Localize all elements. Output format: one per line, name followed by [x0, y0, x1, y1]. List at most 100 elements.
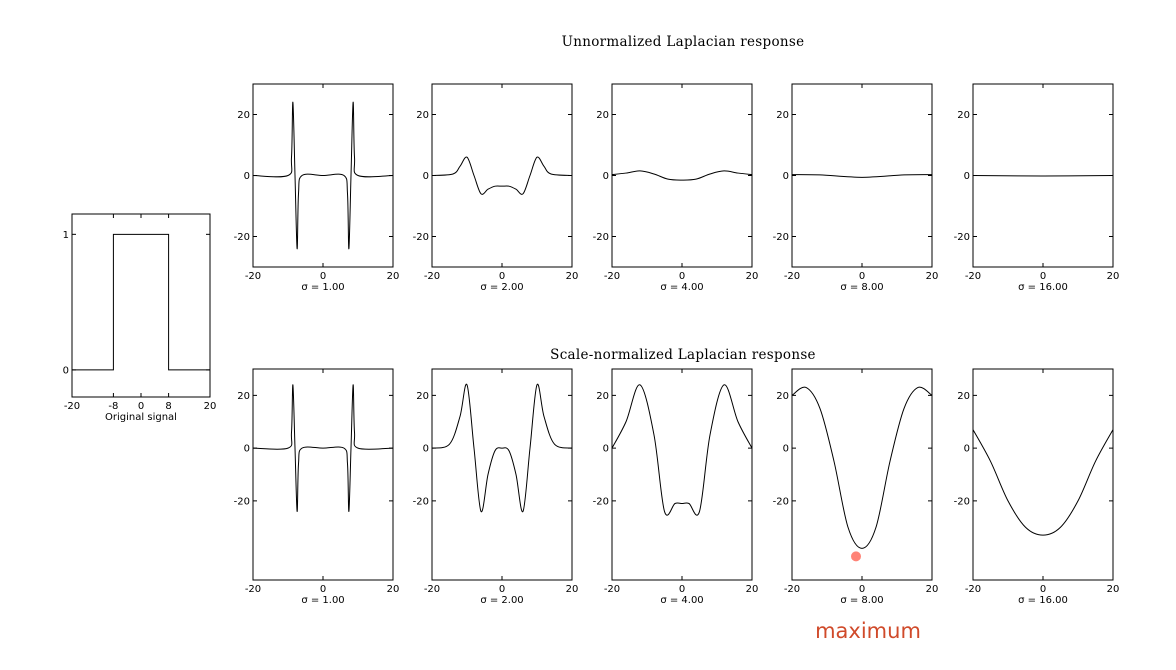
panel-u4: -20 0 20 -20 0 20 σ = 4.00: [593, 83, 759, 293]
panel-u8: -20 0 20 -20 0 20 σ = 8.00: [773, 83, 939, 293]
x-tick-label: -20: [784, 584, 800, 595]
x-tick-label: 0: [320, 271, 326, 282]
series-line: [431, 383, 573, 513]
x-axis-label: σ = 4.00: [660, 282, 703, 293]
y-tick-label: 1: [63, 230, 69, 241]
y-tick-label: -20: [773, 496, 789, 507]
y-tick-label: 0: [603, 171, 609, 182]
x-axis-label: σ = 16.00: [1018, 595, 1068, 606]
y-tick-label: -20: [593, 232, 609, 243]
panel-u2: -20 0 20 -20 0 20 σ = 2.00: [413, 83, 579, 293]
series-line: [431, 156, 573, 195]
x-tick-label: 0: [499, 584, 505, 595]
series-line: [611, 170, 753, 181]
y-tick-label: 0: [783, 171, 789, 182]
series-line: [791, 386, 933, 549]
x-tick-label: -20: [784, 271, 800, 282]
y-tick-label: -20: [413, 232, 429, 243]
y-tick-label: 20: [237, 110, 250, 121]
y-tick-label: 0: [423, 444, 429, 455]
x-tick-label: -8: [108, 401, 118, 412]
x-axis-label: Original signal: [105, 412, 177, 423]
y-tick-label: -20: [234, 496, 250, 507]
panel-n2: -20 0 20 -20 0 20 σ = 2.00: [413, 368, 579, 606]
y-tick-label: 0: [964, 444, 970, 455]
x-tick-label: -20: [424, 271, 440, 282]
x-axis-label: σ = 2.00: [480, 282, 523, 293]
y-tick-label: 0: [423, 171, 429, 182]
x-tick-label: 0: [499, 271, 505, 282]
y-tick-label: -20: [954, 496, 970, 507]
x-tick-label: 0: [1040, 584, 1046, 595]
x-tick-label: -20: [965, 584, 981, 595]
panel-n4: -20 0 20 -20 0 20 σ = 4.00: [593, 368, 758, 606]
x-tick-label: 0: [679, 271, 685, 282]
y-tick-label: -20: [234, 232, 250, 243]
x-tick-label: -20: [965, 271, 981, 282]
x-tick-label: -20: [245, 584, 261, 595]
x-tick-label: 20: [746, 271, 759, 282]
panel-u16: -20 0 20 -20 0 20 σ = 16.00: [954, 83, 1120, 293]
panel-orig: -20 -8 0 8 20 0 1 Original signal: [63, 213, 217, 423]
x-axis-label: σ = 1.00: [301, 282, 344, 293]
y-tick-label: 20: [596, 391, 609, 402]
x-tick-label: 20: [566, 584, 579, 595]
y-tick-label: -20: [773, 232, 789, 243]
plot-frame: [611, 368, 753, 581]
x-tick-label: 20: [566, 271, 579, 282]
y-tick-label: 20: [776, 391, 789, 402]
x-axis-label: σ = 16.00: [1018, 282, 1068, 293]
y-tick-label: 20: [237, 391, 250, 402]
x-tick-label: 20: [1107, 584, 1120, 595]
bottom-row-title: Scale-normalized Laplacian response: [550, 347, 816, 363]
plot-frame: [252, 368, 394, 581]
panels: -20 -8 0 8 20 0 1 Original signal -20 0 20 -20 0 20 σ …: [63, 83, 1120, 606]
panel-n8: -20 0 20 -20 0 20 σ = 8.00: [773, 368, 939, 606]
x-tick-label: 0: [1040, 271, 1046, 282]
x-tick-label: 0: [859, 584, 865, 595]
y-tick-label: 20: [416, 391, 429, 402]
maximum-annotation: maximum: [815, 619, 921, 643]
y-tick-label: 20: [957, 110, 970, 121]
x-tick-label: -20: [64, 401, 80, 412]
panel-n1: -20 0 20 -20 0 20 σ = 1.00: [234, 368, 399, 606]
x-tick-label: 8: [165, 401, 171, 412]
x-tick-label: 20: [204, 401, 217, 412]
x-axis-label: σ = 8.00: [840, 282, 883, 293]
x-axis-label: σ = 1.00: [301, 595, 344, 606]
y-tick-label: 20: [776, 110, 789, 121]
series-line: [252, 384, 394, 512]
x-tick-label: 0: [679, 584, 685, 595]
y-tick-label: 20: [596, 110, 609, 121]
x-tick-label: 20: [926, 584, 939, 595]
series-line: [72, 233, 210, 371]
panel-n16: -20 0 20 -20 0 20 σ = 16.00: [954, 368, 1120, 606]
series-line: [791, 174, 933, 178]
x-tick-label: -20: [604, 584, 620, 595]
y-tick-label: 20: [416, 110, 429, 121]
series-line: [252, 101, 394, 250]
y-tick-label: -20: [413, 496, 429, 507]
x-tick-label: -20: [245, 271, 261, 282]
top-row-title: Unnormalized Laplacian response: [562, 34, 805, 50]
y-tick-label: -20: [593, 496, 609, 507]
x-axis-label: σ = 4.00: [660, 595, 703, 606]
x-tick-label: 20: [1107, 271, 1120, 282]
y-tick-label: -20: [954, 232, 970, 243]
x-tick-label: 20: [926, 271, 939, 282]
plot-frame: [791, 83, 933, 268]
x-axis-label: σ = 8.00: [840, 595, 883, 606]
y-tick-label: 0: [783, 444, 789, 455]
x-tick-label: 20: [387, 271, 400, 282]
x-tick-label: -20: [604, 271, 620, 282]
x-tick-label: -20: [424, 584, 440, 595]
y-tick-label: 20: [957, 391, 970, 402]
x-axis-label: σ = 2.00: [480, 595, 523, 606]
plot-frame: [431, 368, 573, 581]
y-tick-label: 0: [964, 171, 970, 182]
y-tick-label: 0: [244, 444, 250, 455]
x-tick-label: 0: [859, 271, 865, 282]
series-line: [611, 384, 753, 516]
plot-frame: [431, 83, 573, 268]
panel-u1: -20 0 20 -20 0 20 σ = 1.00: [234, 83, 400, 293]
